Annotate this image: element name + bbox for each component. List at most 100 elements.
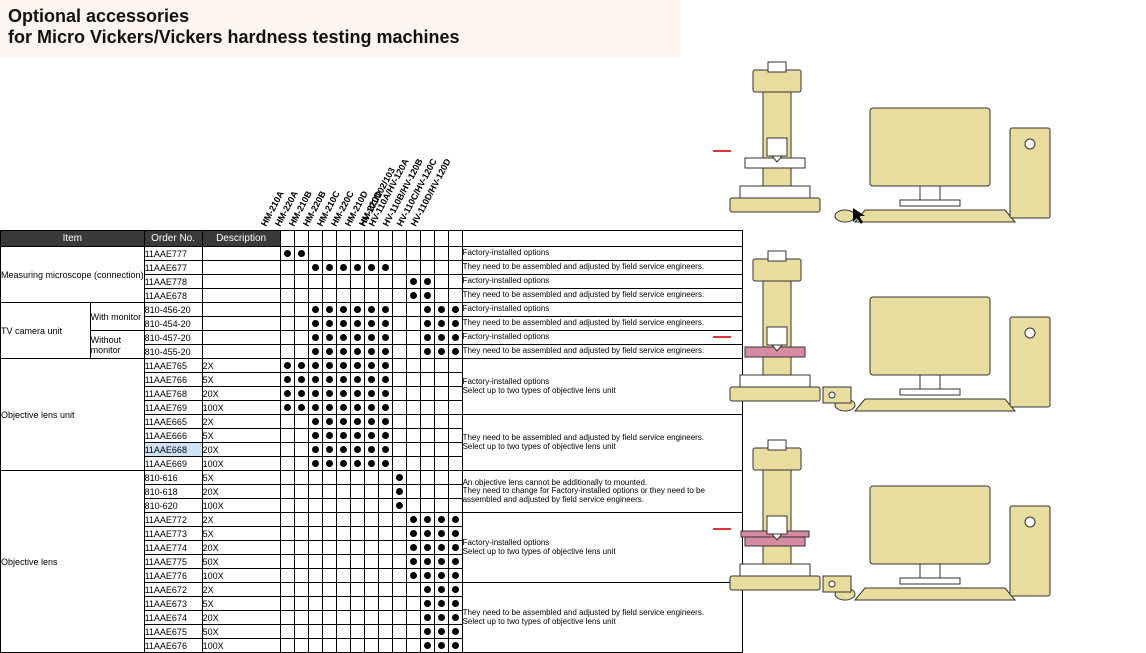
compat-cell [322,289,336,303]
compat-cell [350,457,364,471]
compat-cell [280,415,294,429]
dot-icon [340,264,347,271]
description [202,289,280,303]
compat-cell [392,639,406,653]
compat-cell [308,415,322,429]
compat-cell [378,555,392,569]
order-no: 11AAE765 [144,359,202,373]
compat-cell [406,471,420,485]
compat-cell [420,373,434,387]
dot-icon [354,348,361,355]
dot-icon [312,306,319,313]
dot-icon [312,376,319,383]
dot-icon [340,418,347,425]
compat-cell [294,625,308,639]
compat-cell [378,429,392,443]
compat-cell [448,485,462,499]
compat-cell [392,597,406,611]
compat-cell [448,597,462,611]
compat-cell [434,499,448,513]
compat-cell [420,583,434,597]
compat-cell [294,429,308,443]
dot-icon [410,516,417,523]
dot-icon [424,544,431,551]
note-cell: They need to be assembled and adjusted b… [462,289,742,303]
compat-cell [322,583,336,597]
dot-icon [452,572,459,579]
compat-cell [308,499,322,513]
compat-cell [322,401,336,415]
compat-cell [364,597,378,611]
compat-cell [350,625,364,639]
compat-cell [364,331,378,345]
compat-cell [378,261,392,275]
dot-icon [382,306,389,313]
dot-icon [298,404,305,411]
compat-cell [392,331,406,345]
compat-cell [294,275,308,289]
compat-cell [308,261,322,275]
compat-cell [434,317,448,331]
compat-cell [294,457,308,471]
compat-cell [322,611,336,625]
compat-cell [336,373,350,387]
compat-cell [434,569,448,583]
dot-icon [326,390,333,397]
compat-cell [308,527,322,541]
compat-cell [406,639,420,653]
dot-icon [312,348,319,355]
compat-cell [420,401,434,415]
compat-cell [364,555,378,569]
compat-cell [406,261,420,275]
compat-cell [420,289,434,303]
dot-icon [284,404,291,411]
description: 2X [202,513,280,527]
dot-icon [326,404,333,411]
description: 20X [202,611,280,625]
dot-icon [382,390,389,397]
compat-cell [378,331,392,345]
description: 5X [202,471,280,485]
compat-cell [350,499,364,513]
compat-cell [322,527,336,541]
compat-cell [322,303,336,317]
compat-cell [392,415,406,429]
compat-cell [294,261,308,275]
description: 100X [202,499,280,513]
order-no: 810-456-20 [144,303,202,317]
compat-cell [434,555,448,569]
compat-cell [448,247,462,261]
dot-icon [382,334,389,341]
compat-cell [322,317,336,331]
compat-cell [350,331,364,345]
dot-icon [438,516,445,523]
compat-cell [434,247,448,261]
col-header-order: Order No. [144,231,202,247]
diagram-1 [705,58,1085,228]
compat-cell [406,485,420,499]
dot-icon [298,362,305,369]
order-no: 810-616 [144,471,202,485]
compat-cell [350,471,364,485]
compat-cell [294,317,308,331]
compat-cell [364,429,378,443]
compat-cell [280,597,294,611]
compat-cell [308,541,322,555]
compat-cell [308,359,322,373]
dot-icon [424,348,431,355]
compat-cell [280,499,294,513]
compat-cell [336,639,350,653]
compat-cell [448,387,462,401]
compat-cell [392,275,406,289]
item-label: Objective lens unit [1,359,145,471]
dot-icon [410,530,417,537]
compat-cell [322,499,336,513]
dot-icon [424,320,431,327]
order-no: 11AAE676 [144,639,202,653]
order-no: 11AAE774 [144,541,202,555]
compat-cell [392,359,406,373]
order-no: 11AAE776 [144,569,202,583]
compat-cell [336,275,350,289]
compat-cell [294,289,308,303]
compat-cell [280,317,294,331]
